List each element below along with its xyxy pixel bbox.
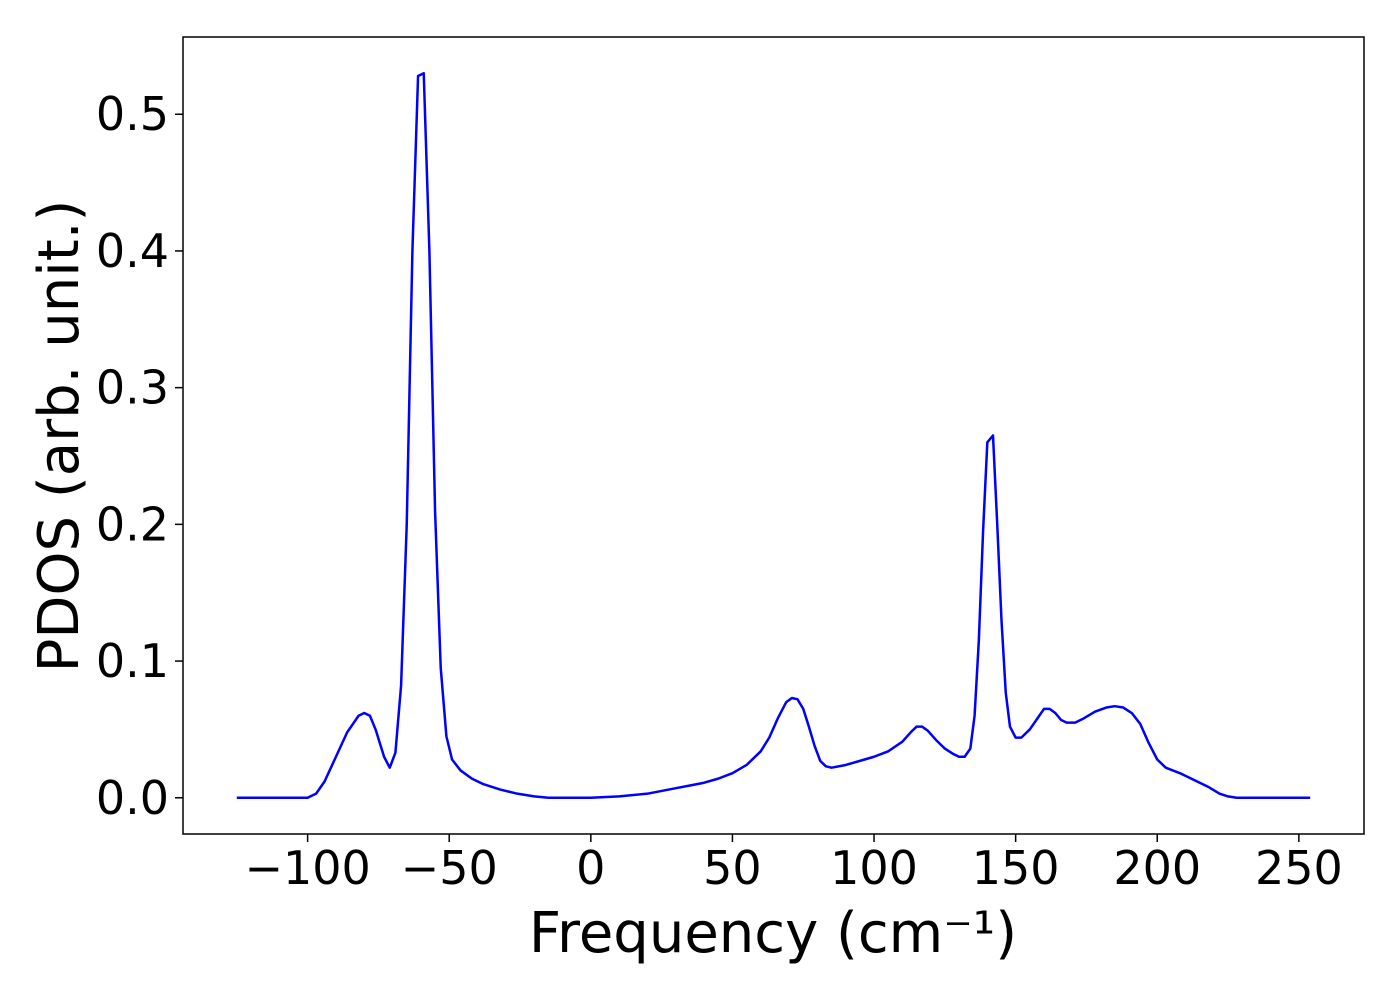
y-tick-label: 0.4 [96, 224, 169, 278]
x-tick-label: 0 [576, 841, 605, 895]
x-tick-label: 200 [1113, 841, 1201, 895]
y-tick-label: 0.1 [96, 634, 169, 688]
plot-frame [182, 36, 1365, 835]
y-tick-label: 0.0 [96, 771, 169, 825]
y-axis-label: PDOS (arb. unit.) [27, 200, 92, 673]
x-axis-label: Frequency (cm⁻¹) [529, 901, 1017, 966]
y-tick-label: 0.5 [96, 87, 169, 141]
x-tick-label: 150 [972, 841, 1060, 895]
x-tick-label: 100 [830, 841, 918, 895]
y-tick-label: 0.2 [96, 497, 169, 551]
x-tick-label: −100 [244, 841, 370, 895]
x-tick-label: 50 [703, 841, 762, 895]
y-tick-label: 0.3 [96, 361, 169, 415]
x-tick-label: 250 [1255, 841, 1343, 895]
line [236, 71, 1311, 800]
x-tick-label: −50 [401, 841, 498, 895]
